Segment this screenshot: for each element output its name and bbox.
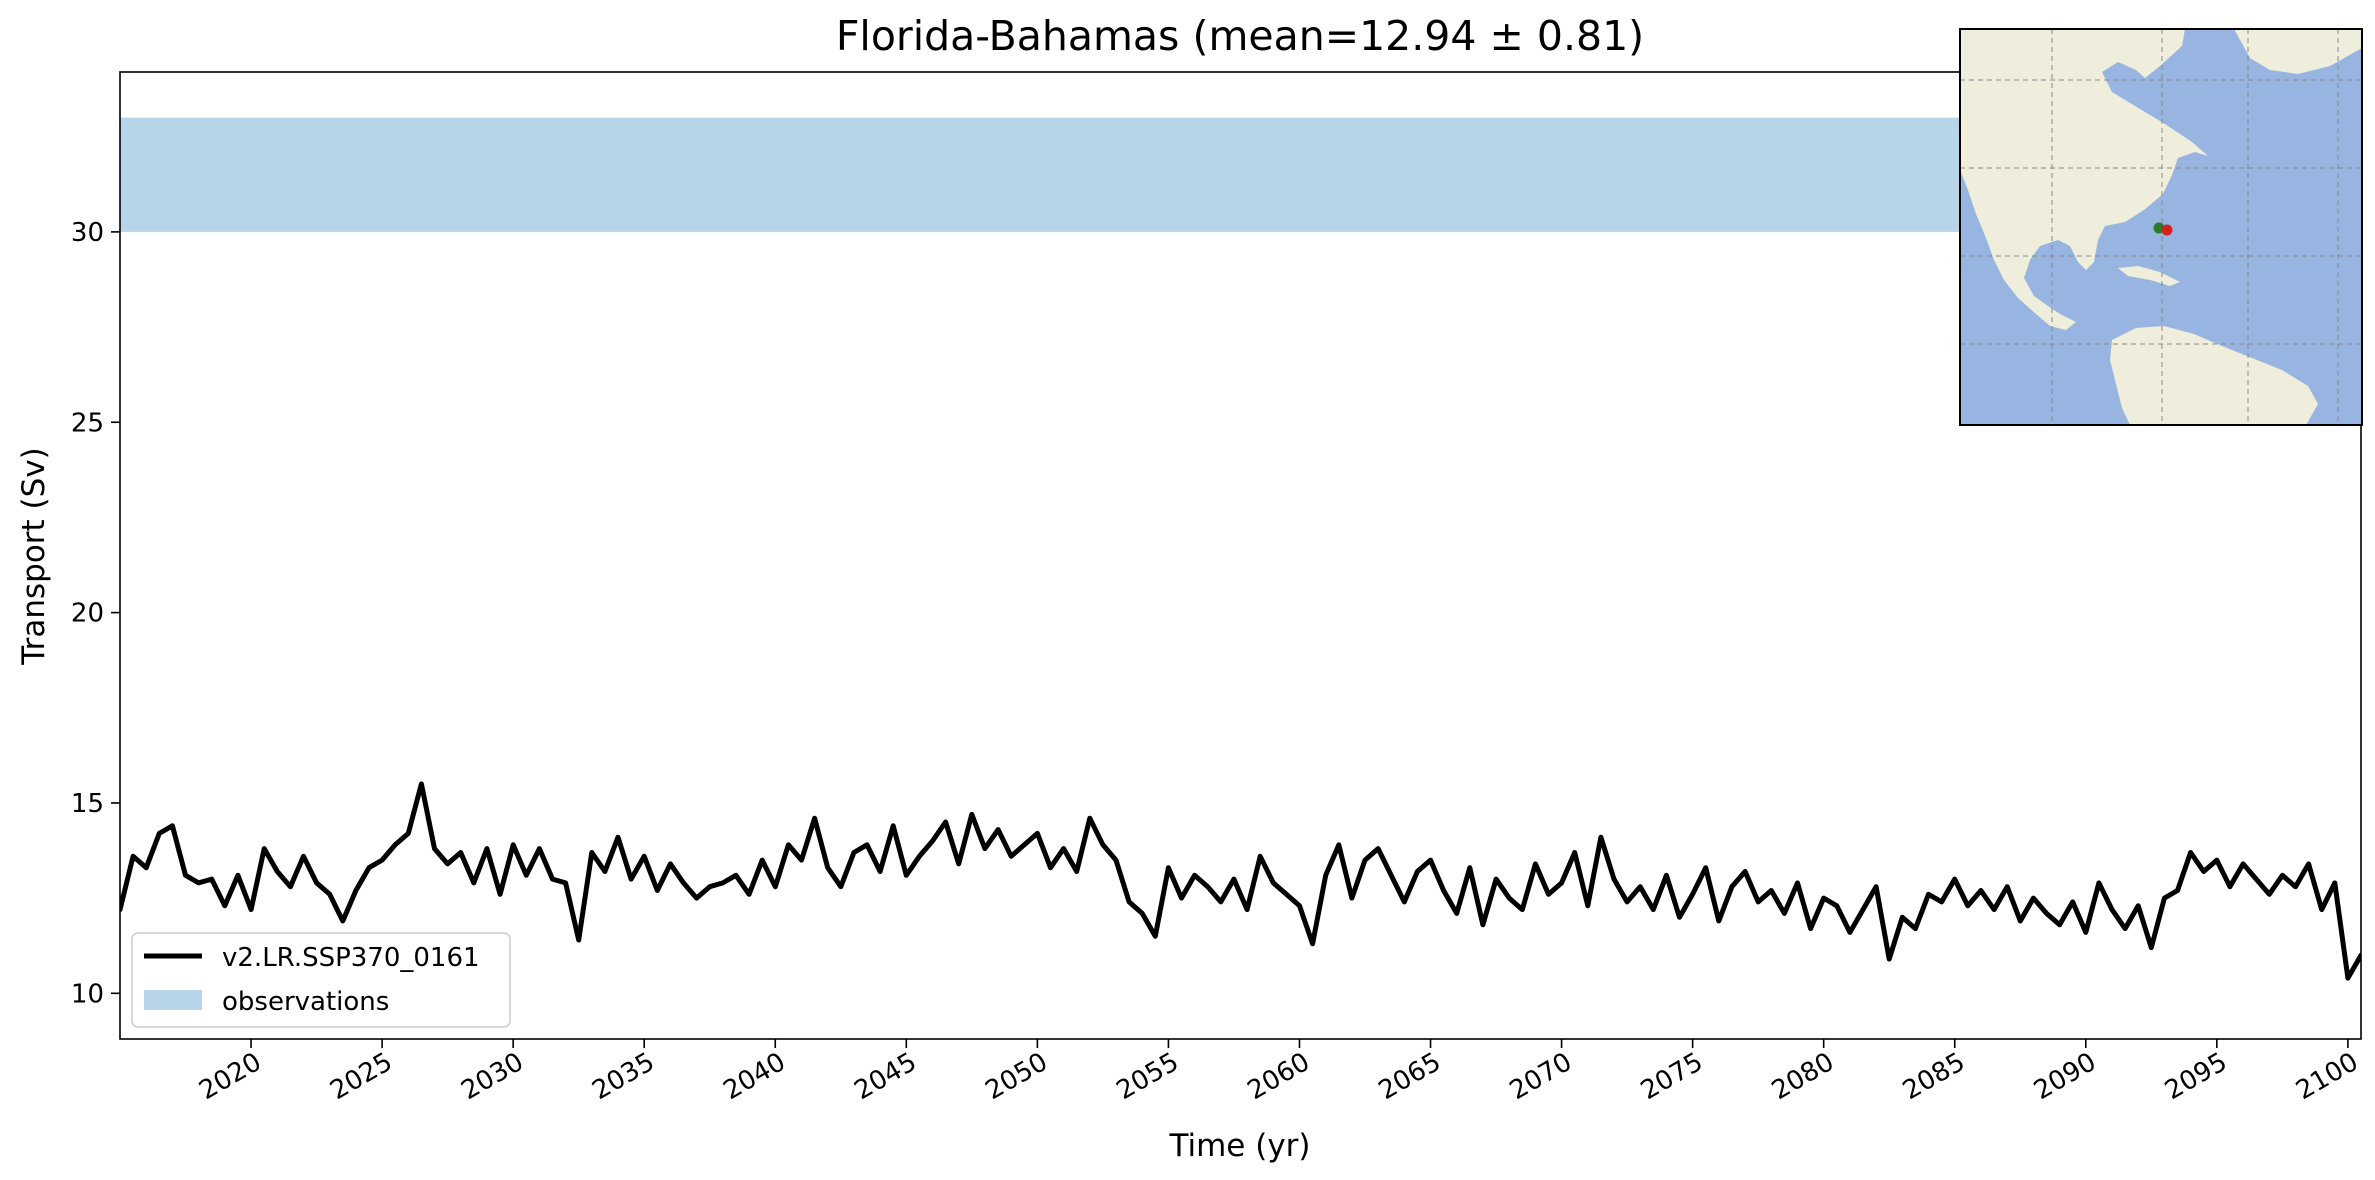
x-axis-label: Time (yr) — [1169, 1128, 1311, 1164]
series-line-v2-lr-ssp370-0161 — [120, 781, 2361, 981]
legend-band-swatch — [144, 990, 202, 1010]
bahamas-marker — [2161, 224, 2173, 236]
greenland-land — [2234, 29, 2362, 74]
chart-title: Florida-Bahamas (mean=12.94 ± 0.81) — [836, 12, 1644, 60]
inset-map — [1959, 28, 2363, 426]
y-axis-label: Transport (Sv) — [16, 447, 52, 666]
y-tick-label: 10 — [71, 979, 104, 1009]
legend: v2.LR.SSP370_0161 observations — [131, 932, 511, 1028]
north-america-land — [1960, 29, 2208, 330]
y-axis: 10 15 20 25 30 — [71, 218, 120, 1009]
y-tick-label: 30 — [71, 218, 104, 248]
legend-box — [131, 932, 511, 1028]
cuba-land — [2118, 266, 2180, 286]
legend-label-series: v2.LR.SSP370_0161 — [222, 943, 480, 973]
plot-frame — [119, 71, 2362, 1040]
y-tick-label: 15 — [71, 789, 104, 819]
y-tick-label: 25 — [71, 408, 104, 438]
y-tick-label: 20 — [71, 599, 104, 629]
legend-label-observations: observations — [222, 987, 389, 1017]
inset-map-frame — [1959, 28, 2363, 426]
